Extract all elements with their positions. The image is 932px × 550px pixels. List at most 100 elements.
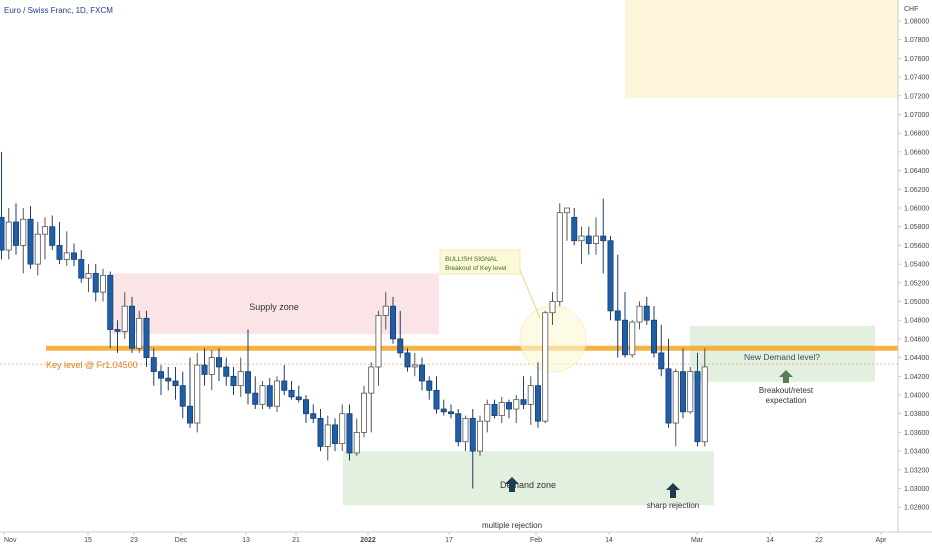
candle-down bbox=[71, 252, 78, 260]
candle-down bbox=[680, 371, 687, 413]
candle-down bbox=[426, 380, 433, 391]
y-axis-currency: CHF bbox=[904, 6, 918, 13]
candle-down bbox=[694, 371, 701, 443]
x-tick-label: Mar bbox=[691, 537, 704, 544]
y-tick-label: 1.05200 bbox=[904, 280, 929, 287]
y-tick-label: 1.03200 bbox=[904, 467, 929, 474]
y-tick-label: 1.06800 bbox=[904, 131, 929, 138]
candle-down bbox=[186, 405, 193, 424]
candle-up bbox=[121, 305, 128, 332]
candle-up bbox=[462, 417, 469, 443]
candle-up bbox=[564, 207, 571, 214]
x-tick-label: 22 bbox=[815, 537, 823, 544]
candle-down bbox=[643, 305, 650, 321]
y-tick-label: 1.04000 bbox=[904, 393, 929, 400]
candle-up bbox=[636, 305, 643, 323]
candle-up bbox=[339, 413, 346, 445]
sharp-rejection-label: sharp rejection bbox=[647, 501, 699, 510]
candle-up bbox=[34, 233, 41, 265]
y-tick-label: 1.07000 bbox=[904, 112, 929, 119]
candle-down bbox=[418, 364, 425, 382]
candle-down bbox=[614, 310, 621, 321]
y-tick-label: 1.07400 bbox=[904, 75, 929, 82]
candle-up bbox=[375, 315, 382, 368]
y-tick-label: 1.07600 bbox=[904, 56, 929, 63]
candle-up bbox=[476, 420, 483, 452]
x-tick-label: 2022 bbox=[360, 537, 376, 544]
candle-down bbox=[585, 235, 592, 244]
candle-up bbox=[672, 371, 679, 424]
candle-down bbox=[447, 411, 454, 415]
candle-down bbox=[157, 371, 164, 379]
candle-down bbox=[230, 375, 237, 387]
demand-zone-label: Demand zone bbox=[500, 480, 556, 490]
candle-down bbox=[223, 366, 230, 377]
x-tick-label: 14 bbox=[605, 537, 613, 544]
candle-down bbox=[622, 319, 629, 356]
x-tick-label: 17 bbox=[445, 537, 453, 544]
candle-down bbox=[433, 389, 440, 410]
candle-up bbox=[701, 366, 708, 443]
breakout-label-2: expectation bbox=[766, 396, 807, 405]
signal-box bbox=[439, 249, 521, 275]
top-zone bbox=[625, 0, 898, 98]
candle-down bbox=[78, 259, 85, 279]
candle-down bbox=[288, 389, 295, 398]
y-tick-label: 1.06000 bbox=[904, 206, 929, 213]
candle-down bbox=[172, 380, 179, 387]
candle-down bbox=[281, 380, 288, 391]
candle-up bbox=[542, 312, 549, 422]
y-tick-label: 1.05600 bbox=[904, 243, 929, 250]
candle-down bbox=[27, 218, 34, 265]
candle-down bbox=[658, 352, 665, 370]
candle-up bbox=[484, 403, 491, 422]
candle-up bbox=[194, 364, 201, 424]
candle-down bbox=[56, 244, 63, 260]
x-tick-label: Feb bbox=[530, 537, 542, 544]
candle-down bbox=[266, 385, 273, 407]
supply-zone bbox=[112, 273, 439, 335]
candle-up bbox=[360, 392, 367, 433]
candle-up bbox=[20, 218, 27, 246]
candle-up bbox=[208, 357, 215, 375]
candle-up bbox=[578, 235, 585, 242]
multiple-rejection-label: multiple rejection bbox=[482, 521, 542, 530]
y-tick-label: 1.05000 bbox=[904, 299, 929, 306]
candle-up bbox=[527, 385, 534, 405]
candle-down bbox=[295, 396, 302, 401]
y-tick-label: 1.06200 bbox=[904, 187, 929, 194]
candle-down bbox=[150, 357, 157, 373]
y-tick-label: 1.08000 bbox=[904, 19, 929, 26]
candle-down bbox=[92, 273, 99, 293]
new-demand-zone bbox=[690, 325, 875, 382]
candle-up bbox=[100, 274, 107, 293]
candle-down bbox=[455, 413, 462, 443]
candle-down bbox=[317, 417, 324, 447]
candle-up bbox=[411, 364, 418, 368]
candle-up bbox=[273, 380, 280, 407]
x-tick-label: Nov bbox=[4, 537, 17, 544]
candle-down bbox=[244, 371, 251, 394]
candle-up bbox=[593, 235, 600, 244]
y-tick-label: 1.03600 bbox=[904, 430, 929, 437]
x-tick-label: 21 bbox=[292, 537, 300, 544]
x-tick-label: 13 bbox=[242, 537, 250, 544]
candle-down bbox=[440, 408, 447, 413]
y-tick-label: 1.04200 bbox=[904, 374, 929, 381]
candle-down bbox=[607, 240, 614, 312]
y-tick-label: 1.06400 bbox=[904, 168, 929, 175]
candle-down bbox=[397, 338, 404, 354]
candle-down bbox=[389, 305, 396, 340]
candle-down bbox=[107, 274, 114, 330]
candle-down bbox=[252, 392, 259, 405]
y-tick-label: 1.07200 bbox=[904, 93, 929, 100]
candle-down bbox=[143, 317, 150, 358]
candle-up bbox=[85, 273, 92, 279]
x-tick-label: 14 bbox=[766, 537, 774, 544]
candle-down bbox=[404, 352, 411, 368]
signal-pointer-line bbox=[519, 269, 541, 319]
candle-up bbox=[237, 371, 244, 387]
y-tick-label: 1.04400 bbox=[904, 355, 929, 362]
